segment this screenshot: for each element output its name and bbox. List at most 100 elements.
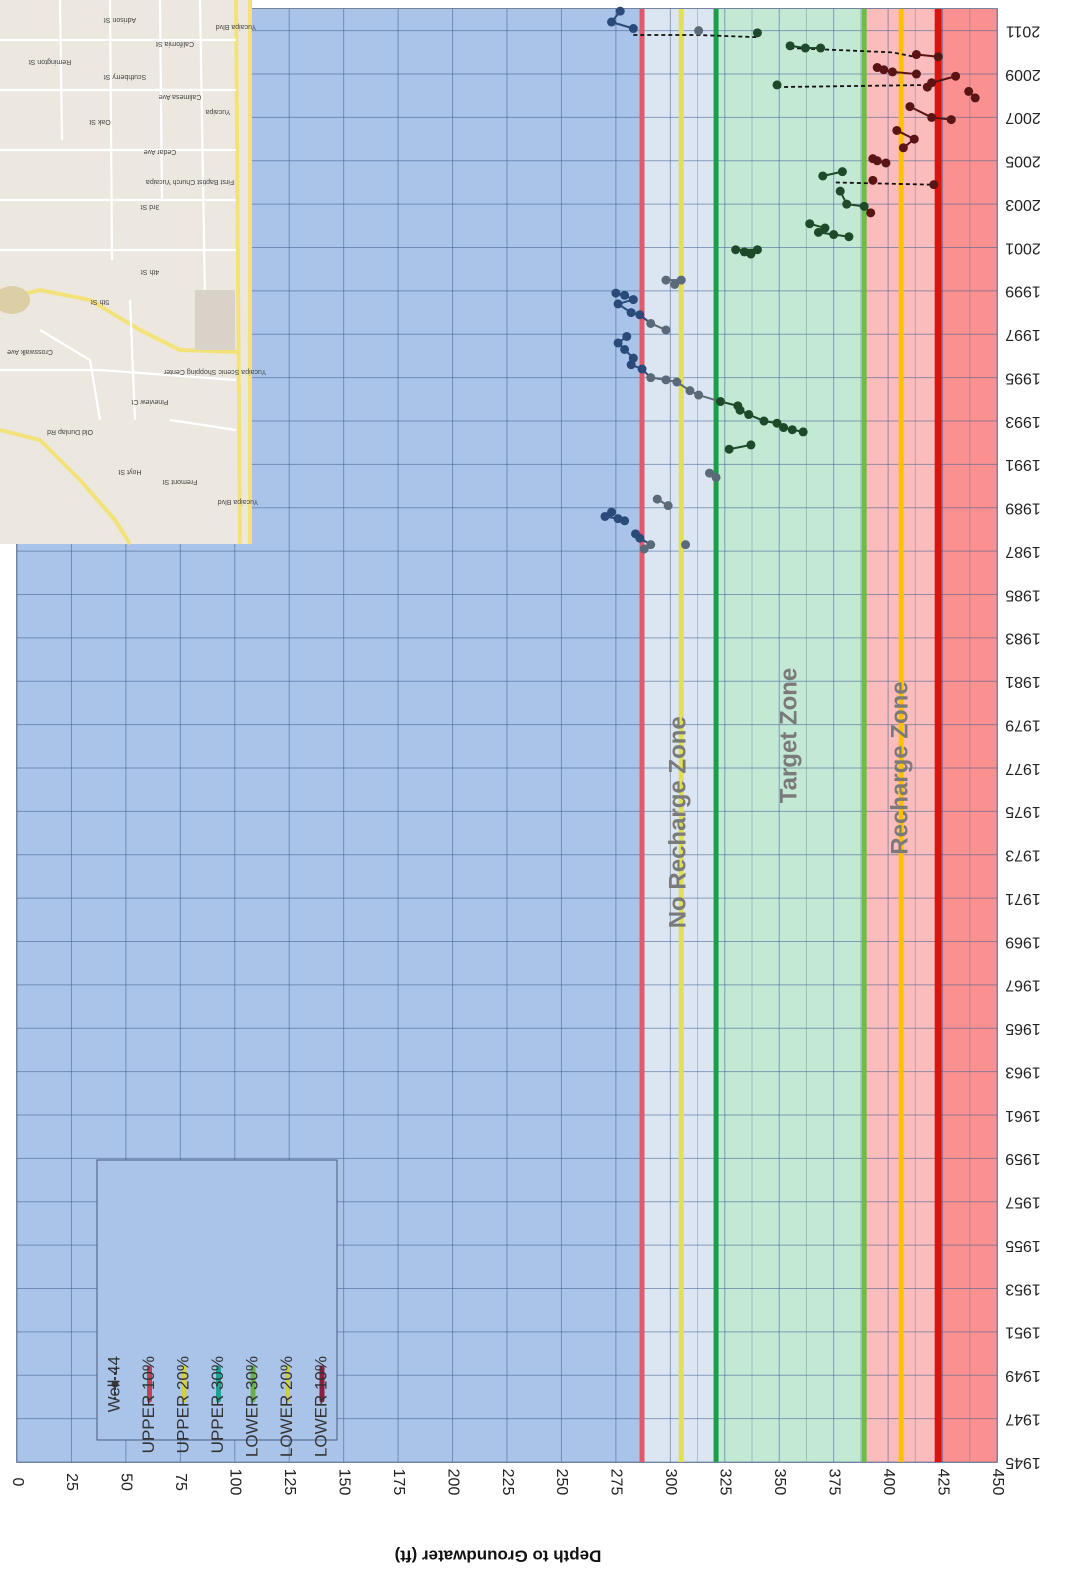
data-point: [866, 208, 876, 218]
data-point: [911, 50, 921, 60]
map-street-label: First Baptist Church Yucaipa: [146, 178, 234, 185]
zone-label-text: No Recharge Zone: [664, 716, 691, 928]
map-street-label: Calimesa Ave: [159, 93, 202, 100]
legend-entry: LOWER 10%: [311, 1356, 330, 1457]
data-point: [816, 43, 826, 53]
data-point: [779, 423, 789, 433]
data-point: [909, 134, 919, 144]
axis-titles: Depth to Groundwater (ft): [395, 1547, 602, 1566]
data-point: [620, 290, 630, 300]
year-tick-label: 1971: [1005, 890, 1041, 907]
year-tick-label: 1999: [1005, 283, 1041, 300]
data-point: [620, 344, 630, 354]
data-point: [887, 67, 897, 77]
zone-label-text: Recharge Zone: [887, 681, 914, 854]
year-tick-label: 1983: [1005, 630, 1041, 647]
year-tick-label: 1973: [1005, 847, 1041, 864]
depth-tick-label: 100: [227, 1469, 244, 1496]
map-building: [195, 290, 235, 350]
data-point: [705, 468, 715, 478]
data-point: [881, 158, 891, 168]
data-point: [670, 279, 680, 289]
year-tick-label: 2003: [1005, 196, 1041, 213]
data-point: [818, 171, 828, 181]
depth-tick-label: 25: [63, 1473, 80, 1491]
map-street-label: Old Dunlap Rd: [47, 428, 93, 435]
year-tick-label: 1969: [1005, 933, 1041, 950]
legend: Well 44 UPPER 10% UPPER 20% UPPER 30% LOWER …: [96, 1159, 338, 1457]
depth-tick-label: 375: [825, 1469, 842, 1496]
depth-tick-label: 150: [335, 1469, 352, 1496]
year-tick-label: 1957: [1005, 1194, 1041, 1211]
map-road: [0, 287, 241, 354]
year-tick-label: 1959: [1005, 1150, 1041, 1167]
map-street-label: 4th St: [141, 268, 159, 275]
map-background: [0, 0, 252, 544]
year-tick-label: 1991: [1005, 456, 1041, 473]
depth-tick-label: 225: [499, 1469, 516, 1496]
data-point: [676, 275, 686, 285]
data-point: [622, 331, 632, 341]
depth-tick-label: 175: [390, 1469, 407, 1496]
data-point: [951, 71, 961, 81]
data-point: [905, 102, 915, 112]
year-tick-label: 1963: [1005, 1063, 1041, 1080]
map-road: [128, 299, 137, 421]
map-park: [0, 286, 30, 314]
depth-tick-label: 450: [989, 1469, 1006, 1496]
data-point: [911, 69, 921, 79]
year-tick-label: 1967: [1005, 977, 1041, 994]
data-point: [607, 507, 617, 517]
data-point: [898, 143, 908, 153]
data-point: [613, 299, 623, 309]
y-axis-title: Depth to Groundwater (ft): [395, 1547, 602, 1566]
year-tick-label: 2009: [1005, 66, 1041, 83]
map-street-label: Scuthberry St: [104, 73, 146, 80]
data-point: [635, 533, 645, 543]
data-point: [759, 416, 769, 426]
data-point: [785, 41, 795, 51]
year-tick-label: 1949: [1005, 1367, 1041, 1384]
data-point: [661, 375, 671, 385]
data-point: [946, 115, 956, 125]
data-point: [663, 501, 673, 511]
depth-tick-label: 425: [934, 1469, 951, 1496]
year-tick-label: 2011: [1006, 22, 1041, 39]
data-point: [872, 156, 882, 166]
map-street-label: Yucaipa Blvd: [216, 23, 257, 30]
legend-entry: Well 44: [104, 1356, 123, 1412]
data-point: [600, 511, 610, 521]
map-street-label: Pineview Ct: [131, 398, 168, 405]
map-street-label: Yucaipa: [205, 108, 230, 115]
map-street-label: Remington St: [29, 58, 71, 65]
map-street-label: Oak St: [89, 118, 110, 125]
year-tick-label: 2005: [1005, 153, 1041, 170]
year-tick-label: 1953: [1005, 1280, 1041, 1297]
map-street-label: Crosswalk Ave: [7, 348, 53, 355]
map-road: [0, 368, 237, 382]
data-point: [805, 219, 815, 229]
data-point: [787, 425, 797, 435]
data-point: [970, 93, 980, 103]
data-point: [829, 230, 839, 240]
legend-entry: UPPER 30%: [208, 1356, 227, 1453]
data-point: [637, 364, 647, 374]
data-point: [820, 223, 830, 233]
data-point: [681, 540, 691, 550]
series-connector: [777, 84, 937, 88]
data-point: [685, 386, 695, 396]
data-point: [715, 397, 725, 407]
data-point: [620, 516, 630, 526]
legend-entry: LOWER 30%: [242, 1356, 261, 1457]
data-point: [626, 360, 636, 370]
data-point: [635, 310, 645, 320]
year-tick-label: 1965: [1005, 1020, 1041, 1037]
zone-label-text: Target Zone: [775, 668, 802, 804]
data-point: [844, 232, 854, 242]
data-point: [922, 82, 932, 92]
data-point: [731, 245, 741, 255]
data-point: [694, 26, 704, 36]
map-inset: Adrison St California St Scuthberry St Yuca…: [0, 0, 266, 546]
data-point: [607, 17, 617, 27]
map-street-label: Hoyt St: [118, 468, 141, 475]
